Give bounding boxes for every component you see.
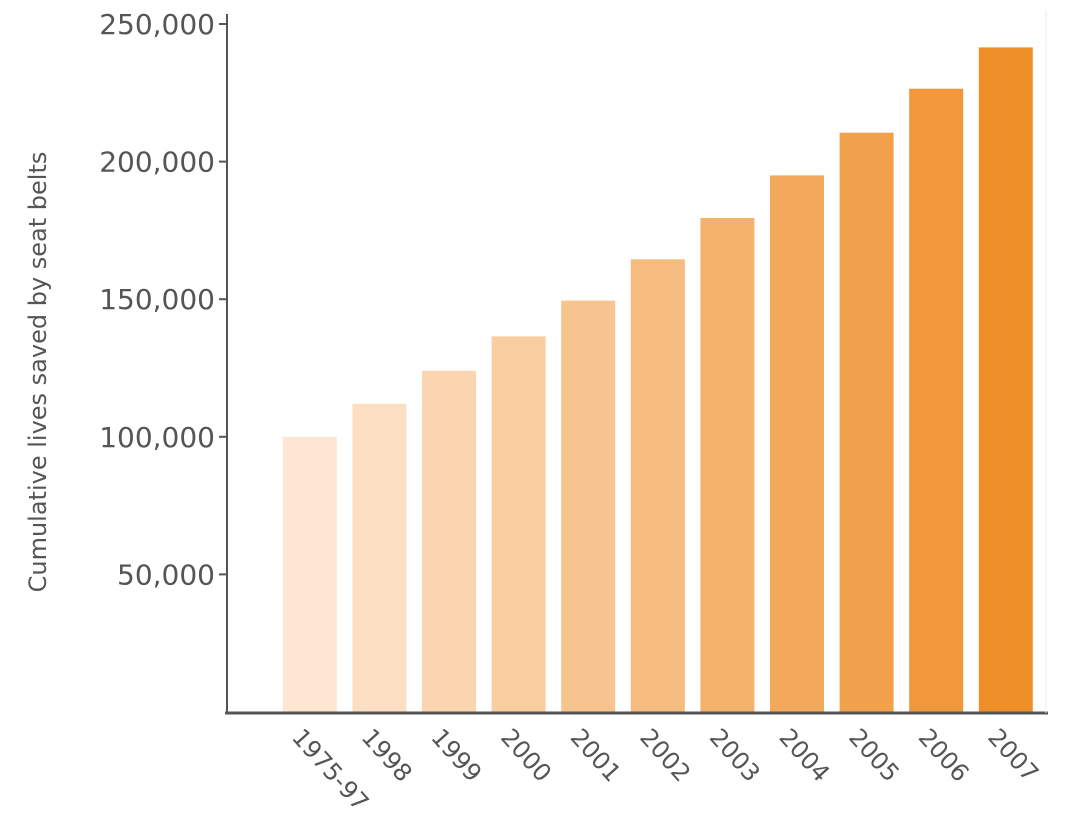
axes-layer	[225, 10, 1048, 715]
y-tick-label-50000: 50,000	[117, 558, 215, 591]
bar-2007	[978, 47, 1033, 712]
x-tick-label-2007: 2007	[982, 723, 1044, 787]
x-tick-label-2004: 2004	[774, 723, 836, 787]
y-tick-label-250000: 250,000	[99, 8, 215, 41]
bar-2004	[770, 175, 824, 712]
bar-1975-97	[282, 436, 337, 712]
bar-2001	[561, 300, 616, 712]
y-ticks-layer: 50,000 100,000 150,000 200,000 250,000	[99, 8, 227, 591]
bar-2002	[630, 259, 685, 712]
bar-2003	[700, 218, 755, 712]
y-tick-label-200000: 200,000	[99, 146, 215, 179]
x-tick-label-2002: 2002	[634, 723, 696, 787]
x-tick-label-2005: 2005	[843, 723, 905, 787]
bar-2005	[839, 132, 894, 712]
bar-1998	[352, 403, 407, 712]
x-tick-label-2000: 2000	[495, 723, 557, 787]
x-tick-label-2001: 2001	[565, 723, 627, 787]
bars-layer	[282, 47, 1033, 712]
y-axis-label: Cumulative lives saved by seat belts	[24, 152, 52, 593]
x-tick-label-2003: 2003	[704, 723, 766, 787]
x-tick-label-2006: 2006	[913, 723, 975, 787]
x-tick-label-1999: 1999	[426, 723, 488, 787]
y-tick-label-150000: 150,000	[99, 283, 215, 316]
y-tick-label-100000: 100,000	[99, 421, 215, 454]
bar-2000	[491, 336, 546, 712]
bar-2006	[909, 88, 964, 712]
bar-1999	[422, 370, 476, 712]
x-tick-label-1998: 1998	[356, 723, 418, 787]
